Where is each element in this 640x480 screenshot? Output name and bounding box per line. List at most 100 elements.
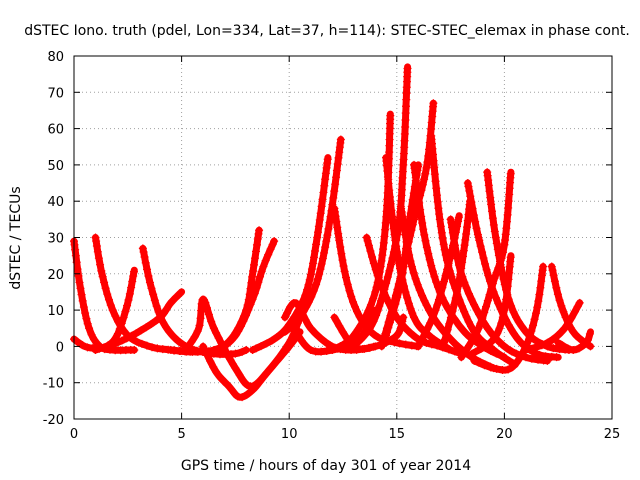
data-point: [570, 307, 579, 316]
data-point: [82, 314, 91, 323]
data-point: [337, 249, 346, 258]
data-point: [563, 344, 572, 353]
data-point: [242, 380, 251, 389]
data-point: [321, 338, 330, 347]
data-point: [418, 335, 427, 344]
data-point: [369, 330, 378, 339]
data-point: [488, 214, 497, 223]
data-point: [286, 303, 295, 312]
data-point: [176, 289, 185, 298]
data-point: [508, 362, 517, 371]
data-point: [407, 226, 416, 235]
data-point: [239, 376, 248, 385]
data-point: [403, 243, 412, 252]
data-point: [324, 224, 333, 233]
data-point: [471, 347, 480, 356]
data-point: [473, 230, 482, 239]
data-point: [74, 271, 83, 280]
data-point: [93, 247, 102, 256]
data-point: [147, 284, 156, 293]
data-point: [414, 197, 423, 206]
data-point: [493, 245, 502, 254]
data-point: [379, 238, 388, 247]
data-point: [391, 333, 400, 342]
data-point: [555, 296, 564, 305]
data-point: [417, 186, 426, 195]
data-point: [501, 230, 510, 239]
data-point: [478, 248, 487, 257]
data-point: [294, 331, 303, 340]
data-point: [504, 320, 513, 329]
data-point: [401, 250, 410, 259]
data-point: [386, 111, 395, 120]
data-point: [410, 313, 419, 322]
data-point: [471, 330, 480, 339]
data-point: [257, 342, 266, 351]
x-tick-label: 15: [389, 427, 406, 442]
data-point: [227, 336, 236, 345]
data-point: [336, 135, 345, 144]
data-point: [433, 301, 442, 310]
data-point: [140, 252, 149, 261]
data-point: [270, 359, 279, 368]
data-point: [239, 317, 248, 326]
data-point: [403, 293, 412, 302]
data-point: [257, 267, 266, 276]
data-point: [124, 296, 133, 305]
data-point: [306, 346, 315, 355]
data-point: [548, 266, 557, 275]
data-point: [104, 295, 113, 304]
data-point: [422, 163, 431, 172]
data-point: [500, 240, 509, 249]
data-point: [513, 334, 522, 343]
data-point: [408, 309, 417, 318]
data-point: [388, 304, 397, 313]
data-point: [429, 335, 438, 344]
data-point: [482, 302, 491, 311]
data-point: [122, 334, 131, 343]
data-point: [226, 355, 235, 364]
data-point: [378, 251, 387, 260]
data-point: [332, 217, 341, 226]
data-point: [248, 385, 257, 394]
data-point: [312, 240, 321, 249]
data-point: [129, 267, 138, 276]
data-point: [113, 338, 122, 347]
data-point: [404, 237, 413, 246]
data-point: [91, 346, 100, 355]
data-point: [354, 337, 363, 346]
data-point: [142, 341, 151, 350]
data-point: [320, 248, 329, 257]
series-s5: [138, 244, 251, 359]
data-point: [468, 336, 477, 345]
data-point: [476, 344, 485, 353]
data-point: [559, 307, 568, 316]
data-point: [228, 360, 237, 369]
data-point: [368, 253, 377, 262]
data-point: [385, 186, 394, 195]
data-point: [248, 272, 257, 281]
data-point: [81, 309, 90, 318]
data-point: [196, 314, 205, 323]
data-point: [430, 272, 439, 281]
data-point: [331, 344, 340, 353]
data-point: [492, 239, 501, 248]
data-point: [422, 301, 431, 310]
data-point: [385, 193, 394, 202]
data-point: [132, 329, 141, 338]
data-point: [209, 324, 218, 333]
data-point: [452, 247, 461, 256]
y-tick-label: 60: [47, 123, 64, 138]
data-point: [421, 236, 430, 245]
data-point: [162, 304, 171, 313]
data-point: [299, 307, 308, 316]
x-tick-label: 5: [177, 427, 185, 442]
data-point: [422, 243, 431, 252]
data-point: [78, 341, 87, 350]
data-point: [458, 258, 467, 267]
data-point: [401, 288, 410, 297]
data-point: [381, 225, 390, 234]
data-point: [462, 312, 471, 321]
data-point: [483, 296, 492, 305]
